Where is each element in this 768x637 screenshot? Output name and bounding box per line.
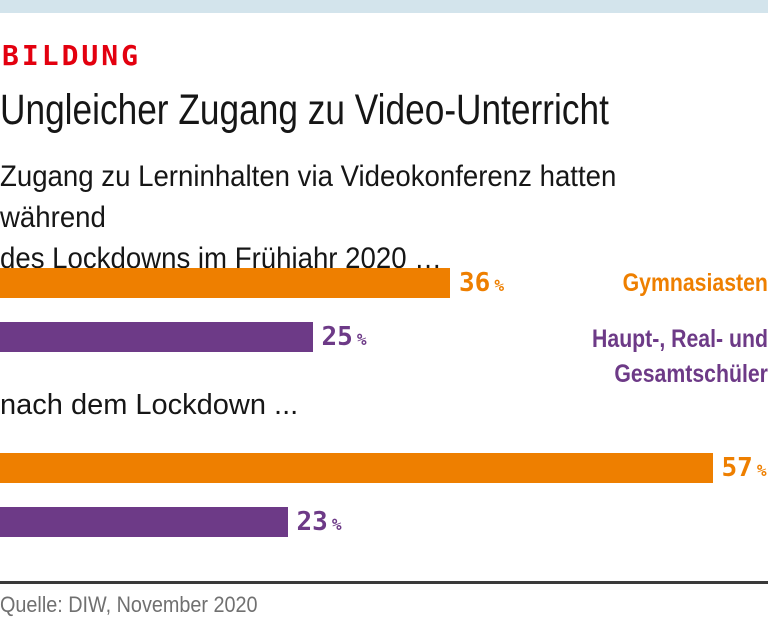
percent-sign: % [494,276,505,295]
bar-row-gymnasiasten-during-lockdown: 36% [0,268,768,298]
category-label-haupt-real-gesamtschueler: Haupt-, Real- und Gesamtschüler [592,325,768,388]
bar-hauptschueler-during-lockdown [0,322,313,352]
section-kicker: BILDUNG [2,39,142,72]
percent-sign: % [756,461,767,480]
bar-gymnasiasten-after-lockdown [0,453,713,483]
footer-divider [0,581,768,584]
bar-gymnasiasten-during-lockdown [0,268,450,298]
percent-sign: % [331,515,342,534]
bar-row-gymnasiasten-after-lockdown: 57% [0,453,768,483]
top-accent-strip [0,0,768,13]
chart-subtitle-after-lockdown: nach dem Lockdown ... [0,389,299,421]
value-label-gymnasiasten-after-lockdown: 57% [721,453,767,483]
chart-subtitle-lockdown: Zugang zu Lerninhalten via Videokonferen… [0,160,617,275]
bar-hauptschueler-after-lockdown [0,507,288,537]
value-label-gymnasiasten-during-lockdown: 36% [459,268,505,298]
source-credit: Quelle: DIW, November 2020 [0,592,258,617]
value-label-hauptschueler-after-lockdown: 23% [296,507,342,537]
value-label-hauptschueler-during-lockdown: 25% [321,322,367,352]
bar-row-hauptschueler-after-lockdown: 23% [0,507,768,537]
page-title: Ungleicher Zugang zu Video-Unterricht [0,86,609,134]
bar-row-hauptschueler-during-lockdown: 25% [0,322,768,352]
category-label-gymnasiasten: Gymnasiasten [622,269,768,297]
percent-sign: % [356,330,367,349]
